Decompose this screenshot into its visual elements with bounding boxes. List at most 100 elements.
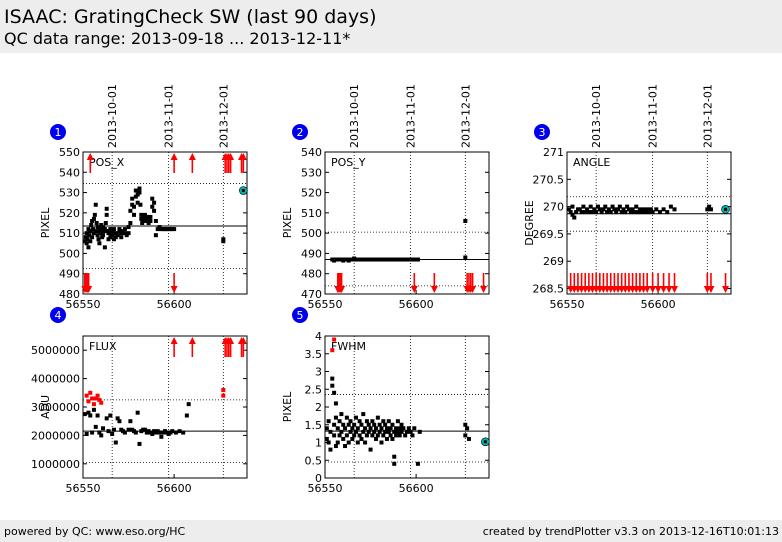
data-point: [93, 202, 98, 207]
panel-number: 3: [539, 126, 546, 139]
data-point: [348, 429, 353, 434]
data-point: [128, 208, 133, 213]
data-point: [84, 241, 89, 246]
data-point: [337, 433, 342, 438]
created-by: created by trendPlotter v3.3 on 2013-12-…: [482, 525, 779, 538]
y-tick-label: 480: [59, 288, 80, 301]
y-tick-label: 1000000: [31, 458, 80, 471]
data-point: [612, 207, 617, 212]
outlier-point: [221, 387, 226, 392]
y-tick-label: 490: [59, 268, 80, 281]
data-point: [570, 212, 575, 217]
panel-label: POS_X: [89, 156, 125, 169]
panel-number-badge: [292, 307, 308, 323]
data-point: [366, 429, 371, 434]
data-point: [361, 429, 366, 434]
data-point: [332, 390, 337, 395]
data-point: [333, 444, 338, 449]
data-point: [181, 430, 186, 435]
data-point: [117, 419, 122, 424]
y-tick-label: 1.5: [305, 419, 323, 432]
data-point: [657, 210, 662, 215]
data-point: [107, 229, 112, 234]
data-point: [132, 204, 137, 209]
data-point: [92, 212, 97, 217]
data-point: [152, 208, 157, 213]
data-point: [88, 413, 93, 418]
data-point: [708, 207, 713, 212]
data-point: [110, 233, 115, 238]
data-point: [375, 415, 380, 420]
data-point: [383, 422, 388, 427]
data-point: [665, 210, 670, 215]
data-point: [113, 235, 118, 240]
data-point: [85, 237, 90, 242]
data-point: [390, 422, 395, 427]
y-tick-label: 500: [301, 227, 322, 240]
outlier-arrow-head: [665, 286, 673, 293]
y-tick-label: 480: [301, 268, 322, 281]
data-point: [90, 235, 95, 240]
data-point: [126, 231, 131, 236]
page-header: ISAAC: GratingCheck SW (last 90 days) QC…: [0, 0, 782, 53]
panel-number-badge: [534, 124, 550, 140]
data-point: [86, 245, 91, 250]
data-point: [574, 210, 579, 215]
data-point: [588, 204, 593, 209]
data-point: [110, 431, 115, 436]
data-point: [590, 210, 595, 215]
data-point: [113, 231, 118, 236]
data-point: [106, 429, 111, 434]
x-tick-label: 56600: [157, 298, 192, 311]
data-point: [335, 426, 340, 431]
latest-point: [483, 440, 487, 444]
panel-label: POS_Y: [331, 156, 366, 169]
panel-number: 1: [55, 126, 62, 139]
data-point: [343, 444, 348, 449]
data-point: [111, 237, 116, 242]
data-point: [339, 429, 344, 434]
data-point: [122, 430, 127, 435]
y-tick-label: 0: [315, 472, 322, 485]
data-point: [108, 413, 113, 418]
y-tick-label: 4000000: [31, 373, 80, 386]
panel-label: FLUX: [89, 340, 117, 353]
y-tick-label: 550: [59, 146, 80, 159]
data-point: [465, 426, 470, 431]
outlier-point: [330, 348, 335, 353]
data-point: [566, 207, 571, 212]
data-point: [150, 431, 155, 436]
data-point: [463, 433, 468, 438]
data-point: [104, 212, 109, 217]
data-point: [616, 207, 621, 212]
data-point: [623, 210, 628, 215]
chart-panel-5: 0 0.5 1 1.5 2 2.5 3 3.5 4 56550 56600 PIXEL FWHM 5: [281, 307, 490, 495]
data-point: [126, 225, 131, 230]
panel-number-badge: [50, 124, 66, 140]
data-point: [102, 245, 107, 250]
powered-by: powered by QC: www.eso.org/HC: [4, 525, 186, 538]
y-tick-label: 520: [301, 187, 322, 200]
data-point: [595, 204, 600, 209]
y-tick-label: 0.5: [305, 454, 323, 467]
data-point: [361, 412, 366, 417]
y-axis-label: DEGREE: [523, 200, 536, 246]
chart-panel-3: 268.5 269 269.5 270 270.5 271 56550 56600 2013-1…: [523, 84, 732, 311]
data-point: [126, 427, 131, 432]
y-tick-label: 270.5: [533, 173, 565, 186]
data-point: [374, 436, 379, 441]
data-point: [353, 429, 358, 434]
data-point: [111, 227, 116, 232]
data-point: [350, 426, 355, 431]
data-point: [392, 461, 397, 466]
data-point: [108, 227, 113, 232]
data-point: [392, 454, 397, 459]
outlier-arrow-head: [170, 153, 178, 160]
data-point: [99, 223, 104, 228]
data-point: [100, 235, 105, 240]
data-point: [133, 188, 138, 193]
data-point: [139, 216, 144, 221]
data-point: [405, 429, 409, 434]
y-tick-label: 3: [315, 366, 322, 379]
